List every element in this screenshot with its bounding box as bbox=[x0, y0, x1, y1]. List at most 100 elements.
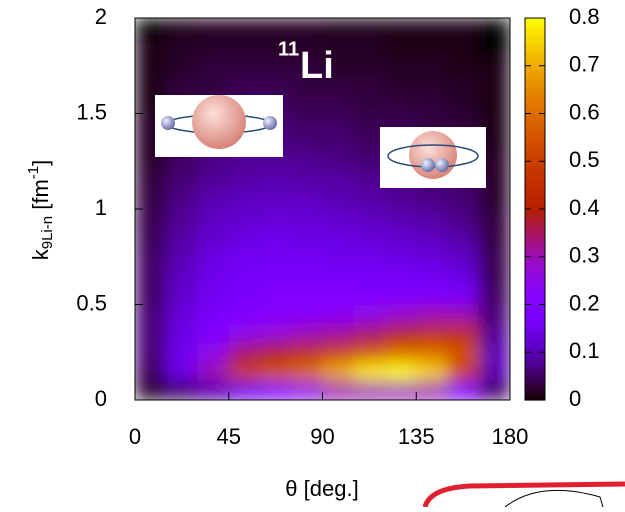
heatmap-cell bbox=[385, 266, 417, 286]
heatmap-cell bbox=[135, 304, 167, 325]
heatmap-cell bbox=[197, 170, 230, 191]
heatmap-cell bbox=[166, 266, 198, 286]
colorbar-segment bbox=[525, 93, 545, 99]
heatmap-cell bbox=[291, 18, 323, 38]
x-tick-label: 45 bbox=[217, 424, 241, 449]
colorbar-segment bbox=[525, 149, 545, 154]
heatmap-cell bbox=[197, 247, 230, 267]
heatmap-cell bbox=[478, 94, 510, 114]
heatmap-cell bbox=[135, 247, 167, 267]
heatmap-cell bbox=[447, 189, 480, 210]
colorbar-segment bbox=[525, 212, 545, 218]
colorbar-tick-label: 0.8 bbox=[569, 4, 600, 29]
colorbar-segment bbox=[525, 18, 545, 23]
heatmap-cell bbox=[166, 170, 198, 191]
heatmap-cell bbox=[353, 18, 386, 38]
colorbar-segment bbox=[525, 49, 545, 55]
colorbar-segment bbox=[525, 384, 545, 389]
heatmap-cell bbox=[135, 266, 167, 286]
heatmap-cell bbox=[416, 75, 448, 95]
y-axis-title-main: k bbox=[28, 248, 53, 260]
core bbox=[409, 131, 457, 179]
heatmap-cell bbox=[197, 361, 230, 382]
colorbar-segment bbox=[525, 45, 545, 51]
neutron bbox=[161, 116, 175, 130]
neutron bbox=[435, 158, 449, 172]
y-axis-title-superscript: -1 bbox=[25, 166, 42, 179]
colorbar-segment bbox=[525, 360, 545, 365]
colorbar-segment bbox=[525, 268, 545, 274]
colorbar-segment bbox=[525, 153, 545, 158]
y-tick-label: 1.5 bbox=[76, 99, 107, 124]
colorbar-segment bbox=[525, 392, 545, 397]
heatmap-cell bbox=[416, 361, 448, 382]
heatmap-cell bbox=[260, 247, 292, 267]
heatmap-cell bbox=[291, 113, 323, 134]
heatmap-cell bbox=[260, 323, 292, 344]
heatmap-cell bbox=[353, 342, 386, 363]
heatmap-cell bbox=[260, 304, 292, 325]
colorbar-segment bbox=[525, 300, 545, 306]
heatmap-cell bbox=[291, 56, 323, 76]
colorbar-segment bbox=[525, 165, 545, 170]
y-tick-label: 1 bbox=[95, 195, 107, 220]
heatmap-cell bbox=[478, 170, 510, 191]
heatmap-cell bbox=[135, 209, 167, 229]
heatmap-cell bbox=[478, 342, 510, 363]
colorbar-segment bbox=[525, 113, 545, 119]
heatmap-cell bbox=[135, 75, 167, 95]
heatmap-cell bbox=[291, 304, 323, 325]
decoration-outline bbox=[504, 489, 604, 508]
heatmap-cell bbox=[416, 247, 448, 267]
heatmap-cell bbox=[260, 37, 292, 57]
heatmap-cell bbox=[385, 342, 417, 363]
colorbar-segment bbox=[525, 240, 545, 246]
heatmap-cell bbox=[447, 247, 480, 267]
heatmap-cell bbox=[291, 380, 323, 400]
heatmap-cell bbox=[447, 56, 480, 76]
colorbar: 0 0.1 0.2 0.3 0.4 0.5 0.6 0.7 0.8 bbox=[524, 4, 600, 411]
colorbar-segment bbox=[525, 320, 545, 325]
colorbar-segment bbox=[525, 189, 545, 194]
heatmap-cell bbox=[447, 285, 480, 305]
heatmap-cell bbox=[353, 247, 386, 267]
heatmap-cell bbox=[291, 151, 323, 172]
heatmap-cell bbox=[353, 189, 386, 210]
colorbar-segment bbox=[525, 145, 545, 150]
colorbar-segment bbox=[525, 264, 545, 270]
heatmap-cell bbox=[353, 361, 386, 382]
heatmap-cell bbox=[385, 285, 417, 305]
heatmap-cell bbox=[478, 228, 510, 248]
heatmap-cell bbox=[135, 228, 167, 248]
heatmap-cell bbox=[291, 189, 323, 210]
heatmap-cell bbox=[416, 304, 448, 325]
colorbar-segment bbox=[525, 33, 545, 39]
heatmap-cell bbox=[228, 228, 261, 248]
heatmap-cell bbox=[322, 151, 355, 172]
heatmap-cell bbox=[478, 323, 510, 344]
heatmap-cell bbox=[260, 228, 292, 248]
heatmap-cell bbox=[135, 323, 167, 344]
colorbar-segment bbox=[525, 157, 545, 162]
colorbar-segment bbox=[525, 137, 545, 142]
heatmap-cell bbox=[478, 56, 510, 76]
heatmap-cell bbox=[166, 304, 198, 325]
heatmap-cell bbox=[353, 228, 386, 248]
heatmap-cell bbox=[260, 189, 292, 210]
colorbar-segment bbox=[525, 89, 545, 95]
heatmap-cell bbox=[197, 37, 230, 57]
heatmap-cell bbox=[135, 285, 167, 305]
heatmap-cell bbox=[197, 342, 230, 363]
colorbar-segment bbox=[525, 228, 545, 234]
heatmap-cell bbox=[447, 228, 480, 248]
colorbar-segment bbox=[525, 224, 545, 230]
heatmap-cell bbox=[166, 247, 198, 267]
heatmap-cell bbox=[166, 361, 198, 382]
heatmap-cell bbox=[385, 361, 417, 382]
heatmap-cell bbox=[385, 18, 417, 38]
x-tick-label: 0 bbox=[129, 424, 141, 449]
colorbar-segment bbox=[525, 336, 545, 341]
heatmap-cell bbox=[197, 75, 230, 95]
y-axis-title-unit: [fm bbox=[28, 179, 53, 216]
